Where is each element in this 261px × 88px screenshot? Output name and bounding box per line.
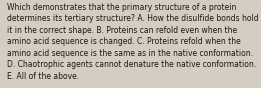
Text: amino acid sequence is changed. C. Proteins refold when the: amino acid sequence is changed. C. Prote… (7, 37, 240, 46)
Text: amino acid sequence is the same as in the native conformation.: amino acid sequence is the same as in th… (7, 49, 253, 58)
Text: determines its tertiary structure? A. How the disulfide bonds hold: determines its tertiary structure? A. Ho… (7, 14, 258, 23)
Text: it in the correct shape. B. Proteins can refold even when the: it in the correct shape. B. Proteins can… (7, 26, 237, 35)
Text: E. All of the above.: E. All of the above. (7, 72, 79, 81)
Text: D. Chaotrophic agents cannot denature the native conformation.: D. Chaotrophic agents cannot denature th… (7, 60, 256, 69)
Text: Which demonstrates that the primary structure of a protein: Which demonstrates that the primary stru… (7, 3, 236, 12)
